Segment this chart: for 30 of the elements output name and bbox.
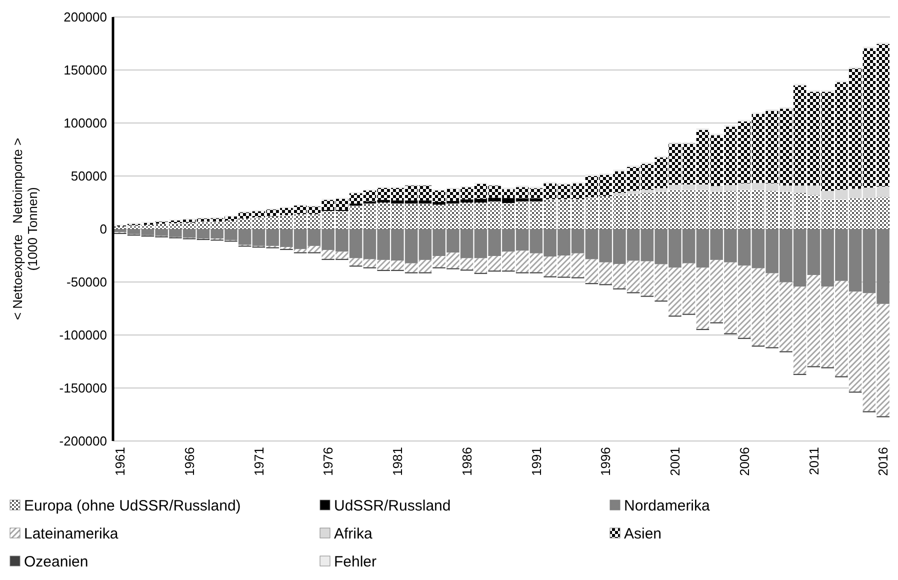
x-tick-label: 2016 [876,447,891,476]
y-tick-label: 0 [100,222,107,237]
x-tick-label: 1991 [528,447,544,476]
x-tick-label: 1986 [459,447,474,476]
y-tick-label: -200000 [59,434,107,449]
legend-label: Fehler [334,553,377,570]
y-tick-label: -50000 [66,274,107,290]
legend-label: Nordamerika [624,497,711,514]
y-tick-label: 150000 [64,62,107,78]
y-tick-label: -100000 [59,328,107,343]
legend-label: Ozeanien [24,553,88,570]
x-tick-label: 1966 [182,447,197,476]
x-tick-label: 2011 [806,447,822,475]
x-tick-label: 1971 [251,447,266,476]
legend-label: Afrika [334,525,373,542]
x-tick-label: 1976 [320,447,336,476]
legend-label: Lateinamerika [24,525,119,542]
y-tick-label: 50000 [70,168,107,184]
legend-label: Europa (ohne UdSSR/Russland) [24,497,241,514]
y-axis-title: < Nettoexporte Nettoimporte > (1000 Tonnen) [10,138,40,320]
y-tick-label: 100000 [64,116,107,131]
x-tick-label: 1961 [112,447,128,476]
legend-label: Asien [624,525,662,542]
y-tick-label: -150000 [59,380,107,396]
legend-label: UdSSR/Russland [334,497,451,514]
x-tick-label: 1996 [598,447,614,476]
x-tick-label: 2006 [736,447,752,476]
x-tick-label: 1981 [390,447,405,476]
y-tick-label: 200000 [64,10,107,25]
x-tick-label: 2001 [667,447,682,476]
